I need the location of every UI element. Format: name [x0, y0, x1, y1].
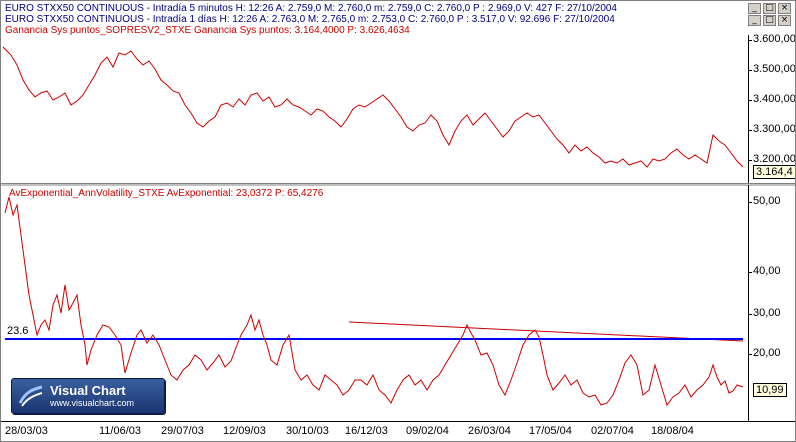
header-line-5min: EURO STXX50 CONTINUOUS - Intradía 5 minu…	[5, 3, 617, 14]
pane-divider[interactable]	[1, 183, 795, 186]
volatility-value-axis: 50,00 40,00 30,00 20,00 10,99	[748, 185, 795, 421]
equity-price-axis: 3.600,00 3.500,00 3.400,00 3.300,00 3.20…	[748, 33, 796, 183]
header-line-daily: EURO STXX50 CONTINUOUS - Intradía 1 días…	[5, 14, 615, 25]
volatility-pane[interactable]: AvExponential_AnnVolatility_STXE AvExpon…	[1, 185, 795, 421]
price-tick: 3.500,00	[749, 63, 796, 75]
volatility-tick: 50,00	[749, 195, 781, 207]
reference-level-label: 23.6	[7, 325, 29, 337]
logo-url: www.visualchart.com	[50, 398, 135, 408]
date-tick: 09/02/04	[406, 425, 449, 437]
date-tick: 29/07/03	[161, 425, 204, 437]
sub-close-button[interactable]: ×	[778, 15, 791, 26]
equity-last-value-tag: 3.164,4	[753, 165, 795, 179]
logo-swoosh-icon	[18, 385, 43, 407]
date-tick: 26/03/04	[468, 425, 511, 437]
volatility-tick: 20,00	[749, 347, 781, 359]
price-tick: 3.300,00	[749, 123, 796, 135]
price-tick: 3.200,00	[749, 153, 796, 165]
date-tick: 02/07/04	[591, 425, 634, 437]
minimize-button[interactable]: _	[748, 3, 761, 14]
equity-pane[interactable]: 3.600,00 3.500,00 3.400,00 3.300,00 3.20…	[1, 33, 796, 183]
date-tick: 16/12/03	[345, 425, 388, 437]
date-tick: 18/08/04	[651, 425, 694, 437]
visualchart-logo: Visual Chart www.visualchart.com	[11, 378, 165, 414]
date-tick: 30/10/03	[286, 425, 329, 437]
volatility-last-value-tag: 10,99	[753, 383, 787, 397]
volatility-legend: AvExponential_AnnVolatility_STXE AvExpon…	[9, 188, 324, 199]
window-controls: _ □ ×	[748, 3, 791, 14]
date-tick: 17/05/04	[529, 425, 572, 437]
header-line-system: Ganancia Sys puntos_SOPRESV2_STXE Gananc…	[5, 25, 410, 36]
trend-line	[348, 321, 744, 342]
date-tick: 28/03/03	[5, 425, 48, 437]
volatility-plot	[4, 196, 744, 407]
sub-minimize-button[interactable]: _	[748, 15, 761, 26]
chart-header: EURO STXX50 CONTINUOUS - Intradía 5 minu…	[1, 1, 795, 36]
logo-title: Visual Chart	[50, 383, 126, 398]
sub-maximize-button[interactable]: □	[763, 15, 776, 26]
date-tick: 12/09/03	[223, 425, 266, 437]
volatility-tick: 30,00	[749, 307, 781, 319]
price-tick-partial: 3.600,00	[749, 33, 796, 45]
date-tick: 11/06/03	[99, 425, 142, 437]
subwindow-controls: _ □ ×	[748, 15, 791, 26]
volatility-tick: 40,00	[749, 265, 781, 277]
close-button[interactable]: ×	[778, 3, 791, 14]
maximize-button[interactable]: □	[763, 3, 776, 14]
equity-curve-plot	[2, 46, 744, 168]
date-axis: 28/03/03 11/06/03 29/07/03 12/09/03 30/1…	[1, 421, 795, 441]
price-tick: 3.400,00	[749, 93, 796, 105]
